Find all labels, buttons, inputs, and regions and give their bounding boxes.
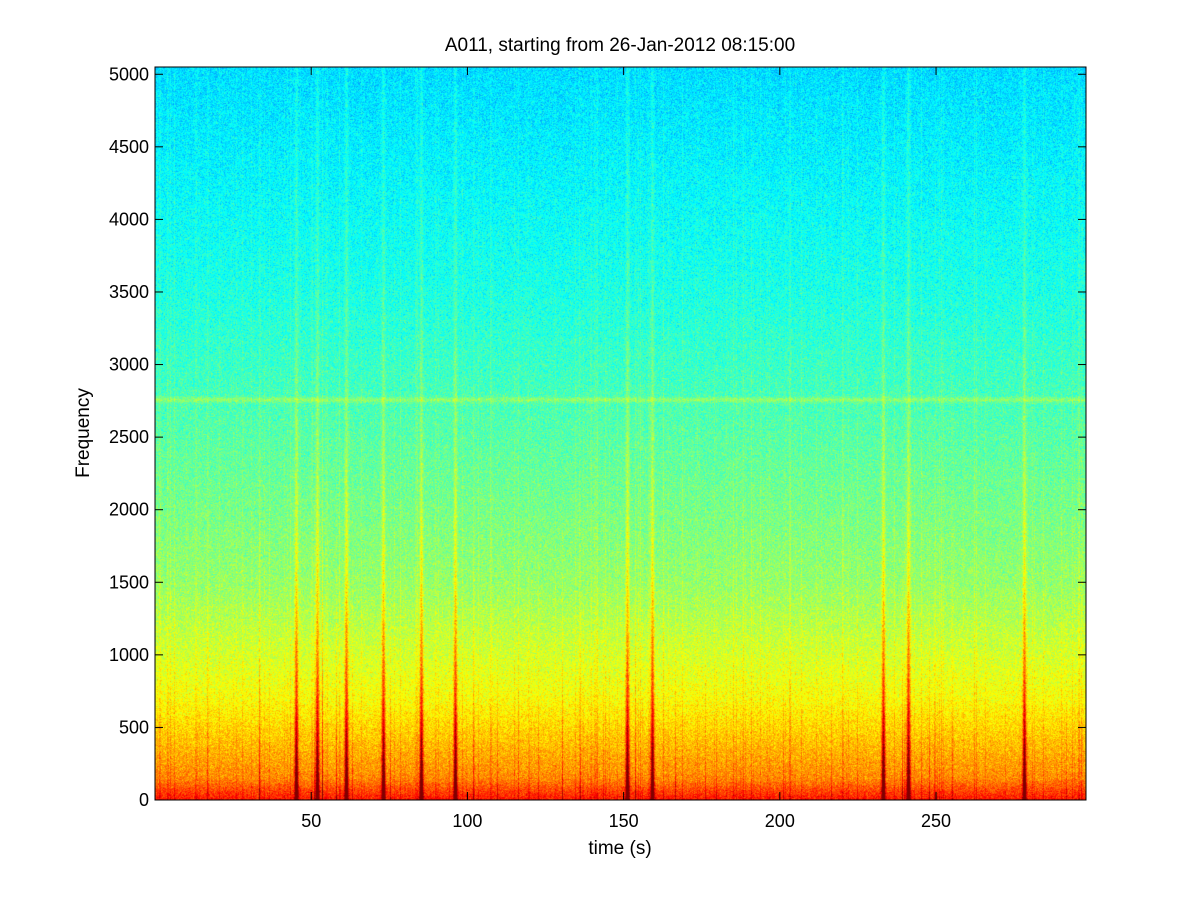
y-tick-label: 1000	[109, 645, 149, 665]
x-tick-label: 200	[765, 811, 795, 831]
y-tick-label: 2500	[109, 427, 149, 447]
y-tick-label: 4000	[109, 209, 149, 229]
x-tick-label: 150	[609, 811, 639, 831]
y-tick-label: 1500	[109, 572, 149, 592]
y-tick-label: 3000	[109, 355, 149, 375]
x-axis-ticks: 50 100 150 200 250	[301, 67, 951, 831]
y-tick-label: 4500	[109, 137, 149, 157]
x-tick-label: 100	[452, 811, 482, 831]
y-tick-label: 2000	[109, 500, 149, 520]
y-tick-label: 0	[139, 790, 149, 810]
x-tick-label: 250	[921, 811, 951, 831]
spectrogram-heatmap	[155, 67, 1086, 800]
y-axis-label: Frequency	[73, 388, 94, 478]
y-tick-label: 3500	[109, 282, 149, 302]
chart-title: A011, starting from 26-Jan-2012 08:15:00	[445, 35, 795, 56]
y-tick-label: 5000	[109, 64, 149, 84]
x-axis-label: time (s)	[588, 838, 651, 859]
y-tick-label: 500	[119, 717, 149, 737]
plot-frame	[154, 66, 1087, 801]
x-tick-label: 50	[301, 811, 321, 831]
y-axis-ticks: 0 500 1000 1500 2000 2500 3000 3500 4000 4500 5000	[109, 64, 1086, 810]
